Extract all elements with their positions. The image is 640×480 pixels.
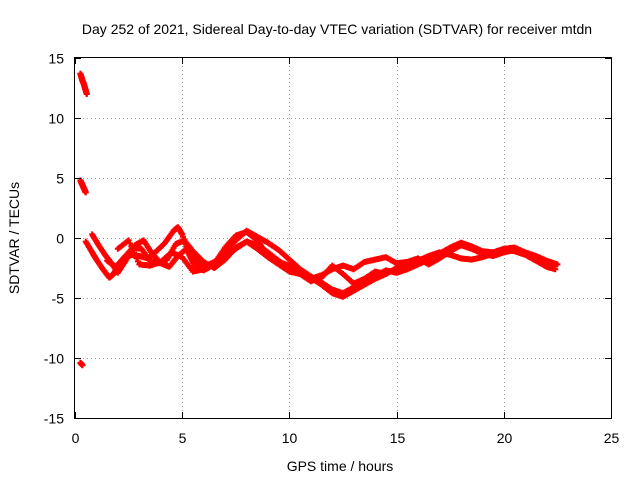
data-points — [77, 70, 561, 369]
axis-ticks: 0 5 10 15 20 25 -15 -10 -5 0 5 10 15 — [44, 51, 620, 447]
series-isolated-low — [77, 359, 86, 369]
y-tick-label: -5 — [52, 291, 65, 307]
data-point — [83, 91, 90, 97]
y-axis-label: SDTVAR / TECUs — [6, 182, 22, 294]
x-tick-label: 0 — [72, 430, 80, 446]
data-point — [382, 271, 389, 277]
y-tick-label: 10 — [48, 111, 64, 127]
series-isolated-high — [77, 70, 90, 97]
series-trace-d — [114, 229, 389, 287]
grid-lines — [75, 58, 611, 418]
y-tick-label: 5 — [56, 171, 64, 187]
x-axis-label: GPS time / hours — [287, 458, 394, 474]
chart-title: Day 252 of 2021, Sidereal Day-to-day VTE… — [82, 21, 592, 37]
x-tick-label: 10 — [282, 430, 298, 446]
y-tick-label: 15 — [48, 51, 64, 67]
x-tick-label: 25 — [604, 430, 620, 446]
data-point — [82, 189, 89, 196]
x-tick-label: 15 — [390, 430, 406, 446]
data-point — [554, 261, 561, 268]
y-tick-label: -15 — [44, 411, 64, 427]
series-isolated-mid — [77, 177, 89, 196]
data-point — [79, 362, 86, 369]
data-point — [552, 266, 559, 273]
y-tick-label: 0 — [56, 231, 64, 247]
data-point — [543, 260, 550, 267]
x-tick-label: 5 — [179, 430, 187, 446]
x-tick-label: 20 — [497, 430, 513, 446]
plot-frame — [74, 57, 612, 419]
y-tick-label: -10 — [44, 351, 64, 367]
